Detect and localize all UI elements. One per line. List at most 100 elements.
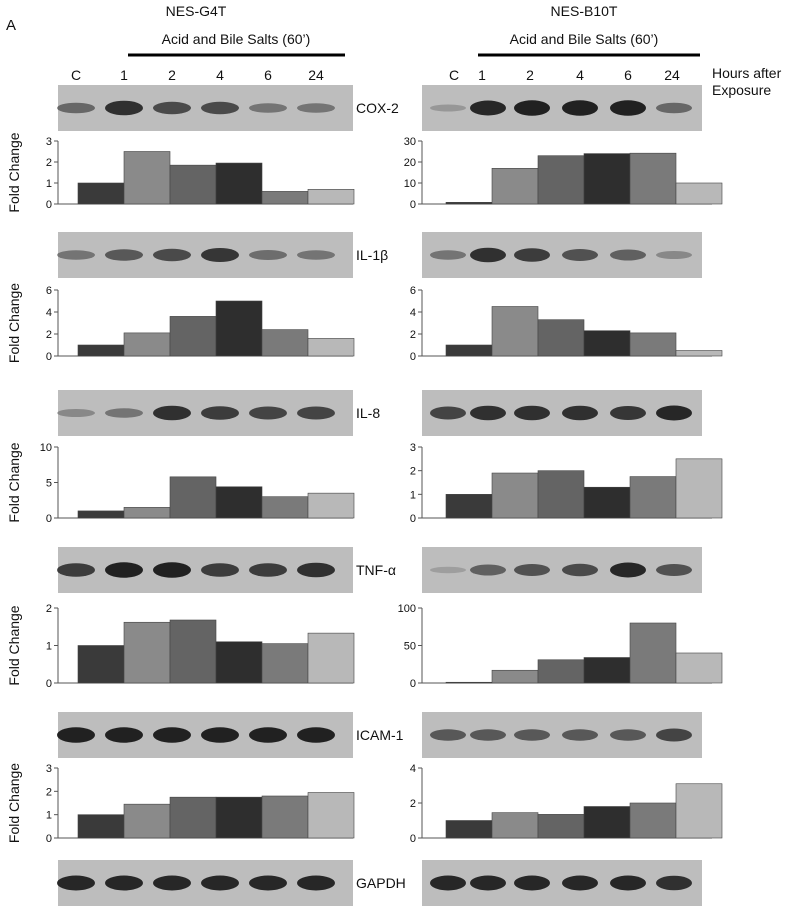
- y-tick-label: 3: [46, 763, 52, 775]
- bar: [491, 812, 539, 839]
- bar: [77, 814, 125, 839]
- lane-label: 1: [120, 67, 128, 83]
- blot-band: [249, 875, 287, 891]
- y-tick-label: 2: [410, 329, 416, 341]
- y-tick-label: 6: [46, 285, 52, 297]
- blot-band: [105, 249, 143, 261]
- blot-band: [514, 100, 550, 116]
- blot-band: [297, 103, 335, 113]
- blot-band: [57, 727, 95, 743]
- bar-chart: 0 2 4: [410, 763, 723, 845]
- y-tick-label: 20: [404, 157, 416, 169]
- gene-row-il-1-: IL-1β 0 2 4 6 Fold Change 0 2 4 6: [6, 232, 723, 363]
- bar: [583, 486, 631, 519]
- western-blot: [422, 860, 702, 906]
- bar: [169, 164, 217, 205]
- y-tick-label: 2: [46, 786, 52, 798]
- blot-band: [514, 405, 550, 421]
- gene-row-tnf-: TNF-α 0 1 2 Fold Change 0 50 100: [6, 547, 723, 690]
- blot-band: [656, 251, 692, 259]
- bar: [537, 155, 585, 205]
- blot-band: [470, 875, 506, 891]
- bar: [123, 803, 171, 839]
- bar: [629, 802, 677, 839]
- y-axis-label: Fold Change: [6, 763, 22, 843]
- bar: [307, 189, 355, 205]
- panel-label: A: [6, 17, 16, 34]
- lane-label: 4: [576, 67, 584, 83]
- western-blot: [57, 860, 353, 906]
- lane-label: 24: [308, 67, 324, 83]
- bar: [169, 796, 217, 839]
- cell-line-title-left: NES-G4T: [166, 3, 227, 19]
- bar: [307, 792, 355, 839]
- bar: [307, 492, 355, 519]
- blot-band: [514, 248, 550, 262]
- bar: [445, 494, 493, 519]
- blot-band: [656, 564, 692, 576]
- bar: [445, 681, 493, 684]
- bar: [491, 168, 539, 205]
- blot-band: [430, 406, 466, 420]
- bar: [261, 191, 309, 205]
- gene-label: COX-2: [356, 100, 399, 116]
- bar: [675, 783, 723, 839]
- bar: [77, 645, 125, 684]
- bar: [675, 458, 723, 519]
- blot-band: [249, 103, 287, 113]
- blot-band: [57, 409, 95, 417]
- western-blot: [57, 712, 353, 758]
- bar: [307, 632, 355, 684]
- bar: [445, 202, 493, 205]
- blot-band: [201, 563, 239, 577]
- lane-label: 2: [168, 67, 176, 83]
- blot-band: [610, 100, 646, 116]
- blot-band: [297, 875, 335, 891]
- lane-label: 6: [264, 67, 272, 83]
- gene-label: TNF-α: [356, 562, 396, 578]
- blot-band: [201, 101, 239, 115]
- blot-band: [57, 102, 95, 114]
- western-blot: [422, 232, 702, 278]
- bar: [215, 641, 263, 684]
- y-tick-label: 1: [46, 810, 52, 822]
- blot-band: [105, 875, 143, 891]
- blot-band: [562, 100, 598, 116]
- y-axis-label: Fold Change: [6, 605, 22, 685]
- blot-band: [514, 564, 550, 576]
- blot-band: [470, 247, 506, 263]
- bar-chart: 0 2 4 6 Fold Change: [6, 283, 355, 363]
- hours-label-line1: Hours after: [712, 65, 782, 81]
- lane-label: 24: [664, 67, 680, 83]
- bar: [123, 507, 171, 519]
- western-blot: [57, 232, 353, 278]
- blot-band: [57, 875, 95, 891]
- y-tick-label: 4: [410, 763, 416, 775]
- bar: [169, 476, 217, 519]
- bar: [261, 643, 309, 684]
- y-tick-label: 100: [398, 603, 416, 615]
- y-tick-label: 0: [46, 513, 52, 525]
- blot-band: [249, 406, 287, 420]
- blot-band: [562, 249, 598, 261]
- bar: [261, 329, 309, 357]
- bar: [77, 344, 125, 357]
- bar-chart: 0 1 2 Fold Change: [6, 603, 355, 690]
- y-tick-label: 10: [404, 178, 416, 190]
- bar: [675, 182, 723, 205]
- western-blot: [57, 85, 353, 131]
- bar-chart: 0 10 20 30: [404, 136, 723, 211]
- blot-band: [470, 729, 506, 741]
- lane-labels-right: C 1 2 4 6 24: [449, 67, 680, 83]
- western-blot: [422, 547, 702, 593]
- gene-label: ICAM-1: [356, 727, 404, 743]
- y-tick-label: 3: [410, 442, 416, 454]
- blot-band: [153, 101, 191, 115]
- gene-label: IL-8: [356, 405, 380, 421]
- y-tick-label: 5: [46, 478, 52, 490]
- y-tick-label: 0: [410, 833, 416, 845]
- bar: [261, 496, 309, 519]
- y-tick-label: 0: [46, 833, 52, 845]
